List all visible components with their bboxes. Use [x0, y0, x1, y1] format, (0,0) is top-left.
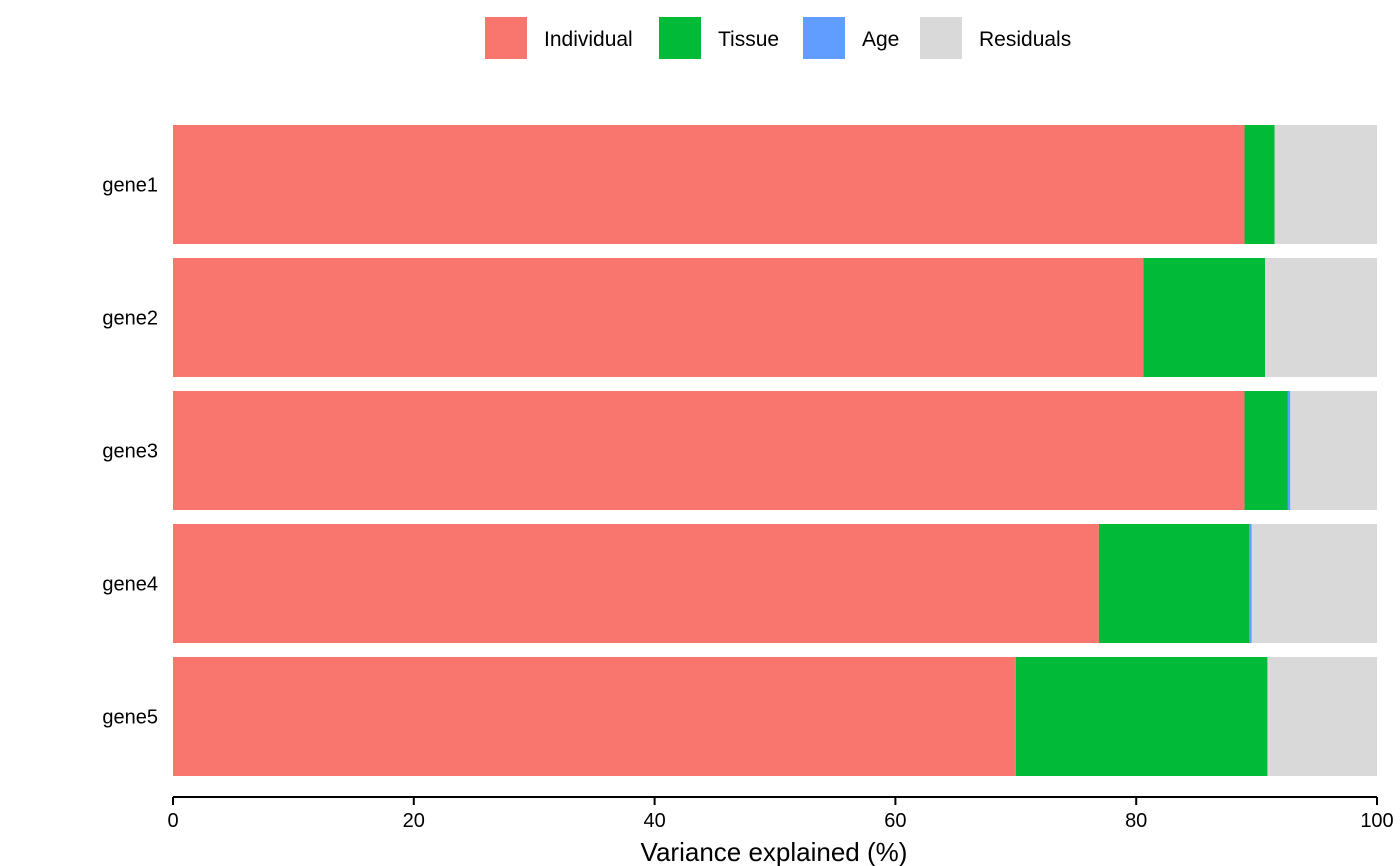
bar-gene2-tissue — [1143, 258, 1266, 377]
legend-label: Residuals — [979, 28, 1071, 51]
bar-gene1-individual — [173, 125, 1245, 244]
x-axis: 0 20 40 60 80 100 — [167, 796, 1394, 832]
bar-gene2-residuals — [1265, 258, 1377, 377]
bar-gene3-individual — [173, 391, 1245, 510]
legend: Individual Tissue Age Residuals — [485, 17, 1071, 59]
legend-label: Age — [862, 28, 899, 51]
bar-gene4-age — [1249, 524, 1252, 643]
bar-gene5-residuals — [1267, 657, 1377, 776]
legend-key-individual — [485, 17, 527, 59]
legend-key-tissue — [659, 17, 701, 59]
bar-gene1-residuals — [1274, 125, 1377, 244]
bar-gene4-individual — [173, 524, 1099, 643]
legend-key-residuals — [920, 17, 962, 59]
y-tick-label: gene5 — [102, 707, 158, 729]
x-axis-title: Variance explained (%) — [641, 837, 908, 866]
x-tick-label: 0 — [167, 810, 178, 832]
legend-item-age: Age — [803, 17, 899, 59]
y-tick-label: gene3 — [102, 441, 158, 463]
bar-gene5-individual — [173, 657, 1016, 776]
legend-key-age — [803, 17, 845, 59]
x-tick-label: 20 — [403, 810, 425, 832]
y-tick-label: gene2 — [102, 308, 158, 330]
legend-item-tissue: Tissue — [659, 17, 779, 59]
y-tick-label: gene1 — [102, 175, 158, 197]
x-tick-label: 100 — [1360, 810, 1393, 832]
bar-gene4-tissue — [1098, 524, 1250, 643]
x-tick-label: 80 — [1125, 810, 1147, 832]
x-tick-label: 40 — [643, 810, 665, 832]
bar-gene1-tissue — [1244, 125, 1275, 244]
bar-area — [173, 125, 1377, 776]
bar-gene5-tissue — [1015, 657, 1268, 776]
bar-gene3-residuals — [1290, 391, 1377, 510]
bar-gene3-age — [1287, 391, 1291, 510]
bar-gene2-individual — [173, 258, 1144, 377]
y-tick-label: gene4 — [102, 574, 158, 596]
legend-label: Tissue — [718, 28, 779, 51]
y-axis-labels: gene1 gene2 gene3 gene4 gene5 — [102, 175, 158, 729]
bar-gene3-tissue — [1244, 391, 1288, 510]
legend-label: Individual — [544, 28, 633, 51]
x-tick-label: 60 — [884, 810, 906, 832]
legend-item-residuals: Residuals — [920, 17, 1071, 59]
bar-gene4-residuals — [1251, 524, 1377, 643]
legend-item-individual: Individual — [485, 17, 633, 59]
